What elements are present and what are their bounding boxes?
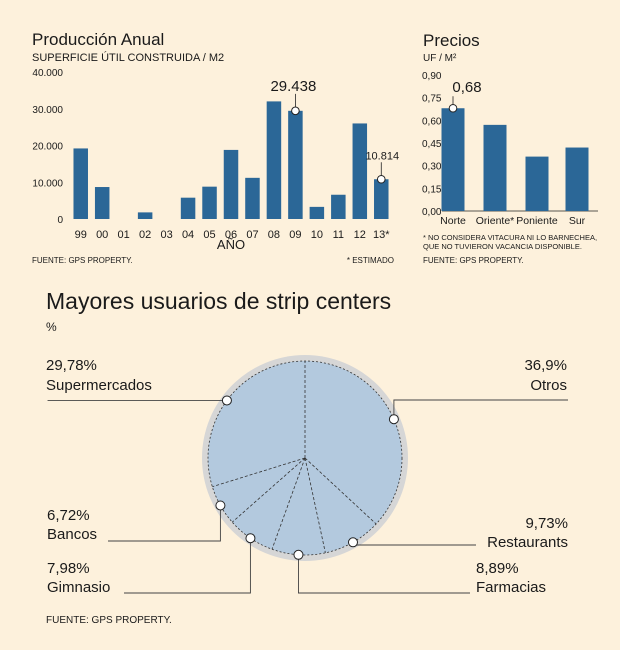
production-xlabel: AÑO: [217, 237, 245, 252]
pie-slice-marker: [347, 537, 358, 548]
pie-guide-line: [124, 538, 251, 594]
production-x-tick: 09: [289, 229, 301, 241]
production-bar: [73, 148, 88, 219]
production-bar: [245, 177, 260, 219]
production-chart: Producción Anual SUPERFICIE ÚTIL CONSTRU…: [32, 30, 399, 265]
pie-slice-boundary: [212, 457, 306, 488]
production-x-tick: 04: [182, 229, 194, 241]
pie-slice-label: Gimnasio: [47, 579, 110, 596]
production-annotation-marker: [291, 106, 300, 116]
production-bar: [180, 197, 196, 219]
production-y-tick: 30.000: [32, 105, 63, 116]
pie-slice-boundary: [271, 457, 306, 550]
production-x-tick: 05: [203, 229, 215, 241]
production-x-tick: 10: [311, 229, 323, 241]
pie-guide-line: [108, 505, 221, 542]
production-bar: [137, 212, 153, 219]
pie-slice-percent: 9,73%: [525, 515, 568, 532]
pie-slice-label: Farmacias: [476, 579, 546, 596]
production-subtitle: SUPERFICIE ÚTIL CONSTRUIDA / M2: [32, 51, 224, 64]
production-note: * ESTIMADO: [347, 256, 394, 265]
prices-x-tick: Norte: [440, 215, 466, 227]
production-bar: [331, 194, 346, 219]
pie-slice-boundary: [304, 457, 377, 525]
production-title: Producción Anual: [32, 30, 164, 49]
pie-source: FUENTE: GPS PROPERTY.: [46, 615, 172, 626]
prices-y-tick: 0,15: [422, 184, 442, 195]
production-x-tick: 06: [225, 229, 237, 241]
prices-source: FUENTE: GPS PROPERTY.: [423, 256, 524, 265]
production-y-tick: 20.000: [32, 142, 63, 153]
production-bar: [288, 110, 303, 219]
prices-note-line-1: * NO CONSIDERA VITACURA NI LO BARNECHEA,: [423, 233, 597, 242]
pie-unit: %: [46, 320, 57, 334]
production-x-tick: 13*: [373, 229, 390, 241]
pie-slice-label: Bancos: [47, 526, 97, 543]
prices-x-tick: Sur: [569, 215, 586, 227]
pie-slice-boundary: [304, 457, 326, 553]
pie-slice-percent: 6,72%: [47, 507, 90, 524]
prices-bar: [565, 147, 589, 211]
production-annotation-label: 10.814: [365, 150, 399, 162]
production-x-tick: 99: [75, 229, 87, 241]
production-x-tick: 08: [268, 229, 280, 241]
prices-title: Precios: [423, 31, 480, 50]
prices-bar: [525, 156, 549, 211]
production-bar: [352, 123, 368, 219]
pie-slice-percent: 29,78%: [46, 357, 97, 374]
production-bar: [94, 187, 110, 219]
pie-title: Mayores usuarios de strip centers: [46, 288, 391, 314]
pie-slice-percent: 8,89%: [476, 560, 519, 577]
production-x-tick: 02: [139, 229, 151, 241]
prices-chart: Precios UF / M² 0,90 0,75 0,60 0,45 0,30 0,15…: [422, 31, 598, 265]
production-x-tick: 00: [96, 229, 108, 241]
pie-slice-marker: [293, 549, 304, 560]
prices-x-tick: Oriente*: [476, 215, 515, 227]
production-bar: [223, 149, 239, 219]
pie-slice-marker: [221, 395, 232, 406]
production-annotation-marker: [376, 174, 386, 184]
prices-x-tick: Poniente: [516, 215, 558, 227]
production-x-tick: 01: [118, 229, 130, 241]
pie-guide-line: [352, 542, 476, 546]
production-annotation-label: 29.438: [270, 78, 316, 95]
prices-y-tick: 0,60: [422, 116, 442, 127]
prices-annotation-marker: [448, 103, 458, 113]
production-y-tick: 0: [57, 215, 63, 226]
pie-slice-percent: 36,9%: [524, 357, 567, 374]
production-bar: [309, 206, 325, 219]
production-x-tick: 03: [160, 229, 172, 241]
pie-slice-label: Otros: [530, 377, 567, 394]
pie-slice-label: Supermercados: [46, 377, 152, 394]
users-pie-chart: Mayores usuarios de strip centers % 36,9…: [46, 288, 568, 626]
production-y-tick: 10.000: [32, 178, 63, 189]
production-source: FUENTE: GPS PROPERTY.: [32, 256, 133, 265]
prices-y-tick: 0,90: [422, 71, 442, 82]
pie-slice-marker: [388, 414, 399, 425]
pie-slice-marker: [215, 500, 226, 511]
production-x-tick: 12: [354, 229, 366, 241]
prices-y-tick: 0,00: [422, 207, 442, 218]
pie-slice-percent: 7,98%: [47, 560, 90, 577]
prices-annotation-label: 0,68: [452, 79, 481, 96]
pie-guide-line: [298, 554, 470, 594]
production-bar: [266, 101, 282, 219]
production-bar: [374, 179, 389, 219]
production-y-tick: 40.000: [32, 68, 63, 79]
prices-y-tick: 0,30: [422, 162, 442, 173]
prices-y-tick: 0,75: [422, 94, 442, 105]
production-x-tick: 11: [333, 229, 344, 241]
prices-bar: [441, 108, 465, 211]
production-bar: [202, 186, 217, 219]
pie-slice-label: Restaurants: [487, 534, 568, 551]
pie-slice-marker: [245, 533, 256, 544]
prices-bar: [483, 124, 507, 211]
production-x-tick: 07: [246, 229, 258, 241]
prices-unit: UF / M²: [423, 53, 457, 64]
prices-note-line-2: QUE NO TUVIERON VACANCIA DISPONIBLE.: [423, 242, 582, 251]
pie-slice-boundary: [231, 457, 306, 523]
pie-guide-line: [393, 399, 568, 420]
prices-y-tick: 0,45: [422, 139, 442, 150]
